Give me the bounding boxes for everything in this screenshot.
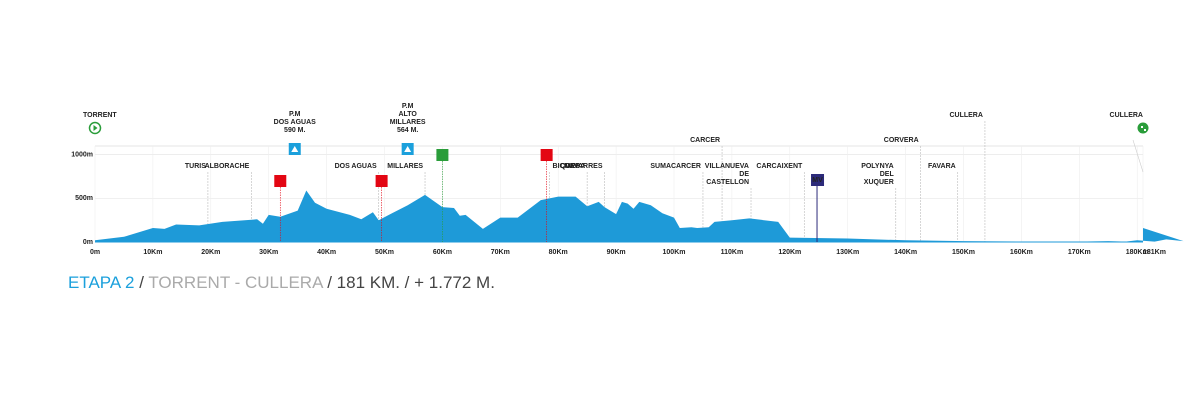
x-tick-label: 160Km [1010, 249, 1033, 256]
finish-line [1132, 139, 1144, 173]
x-tick-label: 130Km [836, 249, 859, 256]
place-label: CARCAIXENT [756, 163, 803, 170]
place-label: MILLARES [387, 163, 423, 170]
finish-check [1141, 126, 1143, 128]
place-label: CORVERA [884, 137, 919, 144]
feed-icon [375, 175, 388, 187]
caption-rest: / 181 KM. / + 1.772 M. [322, 273, 494, 292]
mv-label: MV [812, 177, 823, 184]
place-label: TURIS [185, 163, 206, 170]
x-tick-label: 10Km [143, 249, 162, 256]
climb-label: DOS AGUAS [274, 119, 316, 126]
climb-label: P.M [402, 103, 414, 110]
climb-label: MILLARES [390, 119, 426, 126]
x-tick-label: 50Km [375, 249, 394, 256]
x-tick-label: 100Km [663, 249, 686, 256]
place-label: CARCER [690, 137, 720, 144]
x-tick-label: 0m [90, 249, 100, 256]
elevation-area [95, 190, 1184, 242]
place-label: ALBORACHE [205, 163, 250, 170]
x-tick-label: 30Km [259, 249, 278, 256]
climb-label: 564 M. [397, 127, 418, 134]
x-tick-label: 80Km [549, 249, 568, 256]
y-tick-label: 0m [83, 239, 93, 246]
caption-route: TORRENT - CULLERA [148, 273, 324, 292]
climb-label: P.M [289, 111, 301, 118]
x-tick-label: 170Km [1068, 249, 1091, 256]
place-label: NAVARRES [564, 163, 603, 170]
climb-triangle [291, 146, 299, 152]
x-tick-label: 90Km [607, 249, 626, 256]
finish-check [1144, 129, 1146, 131]
place-label: BICORP [553, 163, 581, 170]
start-play [93, 125, 98, 131]
x-tick-label: 20Km [201, 249, 220, 256]
sprint-icon [436, 149, 449, 161]
place-label: DEL [880, 171, 895, 178]
place-label: XUQUER [864, 179, 894, 186]
finish-label: CULLERA [1110, 112, 1143, 119]
x-tick-label: 60Km [433, 249, 452, 256]
y-tick-label: 500m [75, 195, 93, 202]
x-tick-label: 70Km [491, 249, 510, 256]
place-label: DOS AGUAS [335, 163, 377, 170]
place-label: CULLERA [949, 112, 982, 119]
mv-icon [811, 174, 825, 186]
x-tick-label: 181Km [1143, 249, 1166, 256]
place-label: CASTELLON [706, 179, 749, 186]
caption: ETAPA 2 / TORRENT - CULLERA / 181 KM. / … [68, 273, 495, 292]
x-tick-label: 40Km [317, 249, 336, 256]
feed-icon [540, 149, 553, 161]
x-tick-label: 140Km [894, 249, 917, 256]
climb-label: ALTO [398, 111, 417, 118]
place-label: POLYNYA [861, 163, 894, 170]
place-label: VILLANUEVA [705, 163, 749, 170]
caption-stage: ETAPA 2 [68, 273, 134, 292]
feed-icon [274, 175, 287, 187]
y-tick-label: 1000m [71, 152, 93, 159]
place-label: FAVARA [928, 163, 956, 170]
start-label: TORRENT [83, 112, 117, 119]
place-label: QUESA [560, 163, 585, 170]
climb-triangle [404, 146, 412, 152]
climb-label: 590 M. [284, 127, 305, 134]
x-tick-label: 180Km [1126, 249, 1149, 256]
caption-sep1: / [134, 273, 148, 292]
x-tick-label: 150Km [952, 249, 975, 256]
x-tick-label: 120Km [778, 249, 801, 256]
place-label: SUMACARCER [650, 163, 701, 170]
place-label: DE [739, 171, 749, 178]
x-tick-label: 110Km [721, 249, 744, 256]
